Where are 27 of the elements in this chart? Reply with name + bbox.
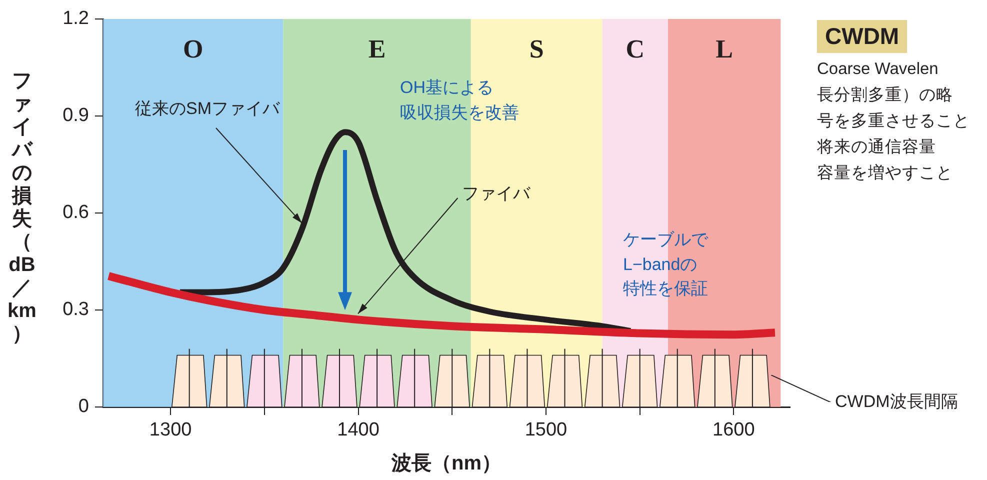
text: 容量を増やすこと	[817, 162, 953, 184]
text: 従来のSMファイバ	[135, 98, 280, 120]
band-label: L	[716, 34, 733, 64]
y-tick-label: 0.9	[62, 105, 89, 126]
band-label: E	[368, 34, 386, 64]
x-tick-label: 1500	[524, 420, 568, 441]
y-tick-label: 1.2	[62, 8, 89, 30]
text: 将来の通信容量	[817, 137, 936, 158]
y-tick-label: 0.3	[62, 299, 89, 320]
text: ファイバ	[462, 183, 530, 205]
y-tick-label: 0	[78, 396, 89, 418]
annotation: OH基による吸収損失を改善	[400, 77, 519, 124]
x-tick-label: 1600	[712, 420, 755, 441]
y-tick-label: 0.6	[62, 202, 89, 224]
text: 長分割多重）の略	[817, 85, 953, 106]
text: ファイバの損失（dB／km）	[8, 70, 36, 345]
annotation: ケーブルでL−bandの特性を保証	[623, 229, 708, 300]
x-tick-label: 1400	[337, 420, 380, 441]
band-label: C	[626, 34, 645, 64]
text: Coarse Wavelen	[817, 59, 938, 80]
x-axis-title: 波長（nm）	[390, 452, 502, 475]
text: CWDM波長間隔	[835, 391, 958, 413]
x-tick-label: 1300	[149, 420, 192, 441]
text: CWDM	[825, 22, 900, 51]
band-label: O	[182, 34, 204, 64]
text: 号を多重させること	[817, 111, 970, 132]
band-label: S	[529, 34, 544, 64]
